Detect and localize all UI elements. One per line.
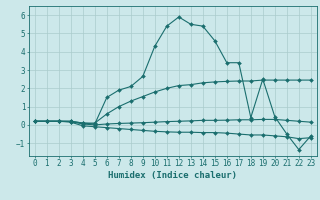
X-axis label: Humidex (Indice chaleur): Humidex (Indice chaleur) — [108, 171, 237, 180]
